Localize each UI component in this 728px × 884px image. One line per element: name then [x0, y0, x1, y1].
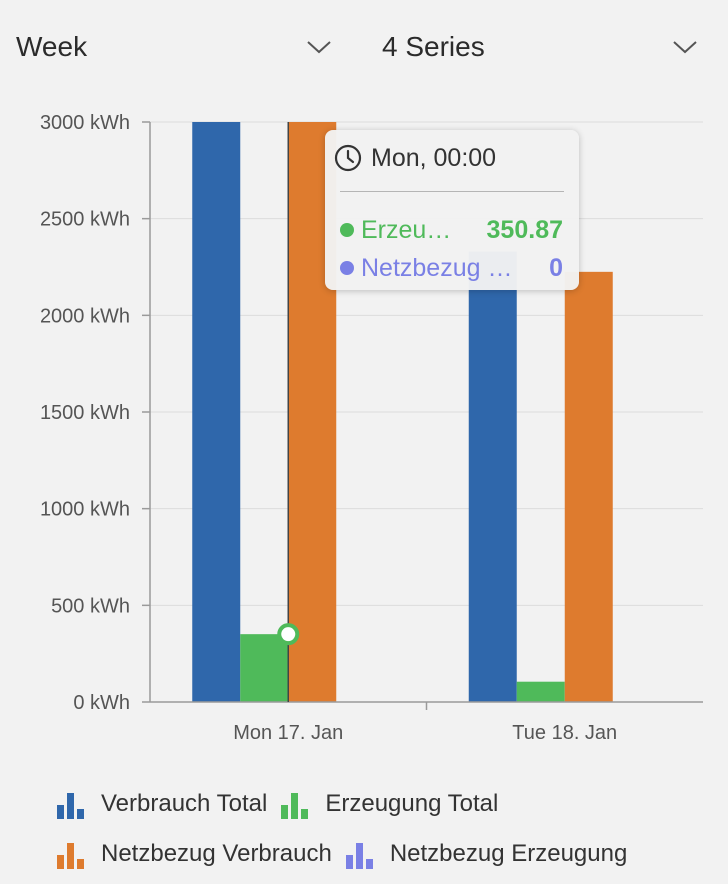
tooltip-series-name: Netzbezug … [361, 253, 513, 282]
y-tick-label: 3000 kWh [40, 112, 130, 134]
chevron-down-icon [673, 41, 697, 54]
y-tick-label: 0 kWh [73, 692, 130, 714]
x-tick-label: Tue 18. Jan [512, 722, 617, 744]
tooltip-series-name: Erzeu… [361, 215, 452, 244]
period-selector[interactable]: Week [16, 22, 332, 72]
bar-chart-icon [57, 793, 84, 819]
bar[interactable] [516, 681, 565, 702]
y-tick-label: 1000 kWh [40, 499, 130, 521]
bar-chart-icon [281, 793, 309, 819]
period-selector-label: Week [16, 31, 88, 62]
chart-legend: Verbrauch Total Erzeugung Total Netzbezug … [55, 784, 715, 884]
series-dot [340, 223, 354, 237]
chart-tooltip: Mon, 00:00 Erzeu… 350.87 Netzbezug … 0 [325, 130, 579, 290]
legend-item[interactable]: Netzbezug Erzeugung [344, 839, 628, 869]
bar-chart-icon [345, 843, 373, 869]
legend-label: Netzbezug Erzeugung [389, 840, 628, 867]
hover-point-marker [277, 623, 300, 646]
legend-label: Erzeugung Total [325, 790, 499, 817]
y-tick-label: 2500 kWh [40, 209, 130, 231]
tooltip-series-value: 350.87 [486, 215, 563, 244]
legend-label: Verbrauch Total [101, 790, 268, 817]
chart-cursor [277, 122, 300, 702]
legend-item[interactable]: Erzeugung Total [279, 789, 498, 819]
chart-bars[interactable] [192, 122, 613, 703]
series-selector-label: 4 Series [382, 31, 485, 62]
series-dot [340, 261, 354, 275]
bar-chart[interactable]: 0 kWh 500 kWh 1000 kWh 1500 kWh 2000 kWh 2500… [0, 0, 728, 770]
y-tick-label: 1500 kWh [40, 402, 130, 424]
chart-axes: 0 kWh 500 kWh 1000 kWh 1500 kWh 2000 kWh 2500… [40, 112, 703, 744]
legend-row: Verbrauch Total Erzeugung Total [55, 784, 715, 824]
bar[interactable] [192, 122, 241, 702]
tooltip-row: Netzbezug … 0 [340, 252, 563, 284]
bar[interactable] [468, 251, 517, 703]
y-tick-label: 500 kWh [51, 595, 130, 617]
y-tick-label: 2000 kWh [40, 305, 130, 327]
tooltip-time: Mon, 00:00 [371, 143, 497, 172]
legend-label: Netzbezug Verbrauch [101, 840, 332, 867]
bar[interactable] [564, 271, 613, 702]
tooltip-row: Erzeu… 350.87 [340, 214, 563, 246]
legend-item[interactable]: Verbrauch Total [55, 789, 267, 819]
tooltip-header: Mon, 00:00 [333, 143, 496, 173]
chevron-down-icon [307, 41, 331, 54]
series-selector[interactable]: 4 Series [382, 22, 698, 72]
legend-row: Netzbezug Verbrauch Netzbezug Erzeugung [55, 834, 715, 874]
legend-item[interactable]: Netzbezug Verbrauch [55, 839, 332, 869]
tooltip-series-value: 0 [549, 253, 563, 282]
x-tick-label: Mon 17. Jan [233, 722, 343, 744]
bar[interactable] [240, 634, 289, 702]
clock-icon [334, 144, 362, 172]
tooltip-divider [340, 191, 564, 192]
bar-chart-icon [57, 843, 84, 869]
